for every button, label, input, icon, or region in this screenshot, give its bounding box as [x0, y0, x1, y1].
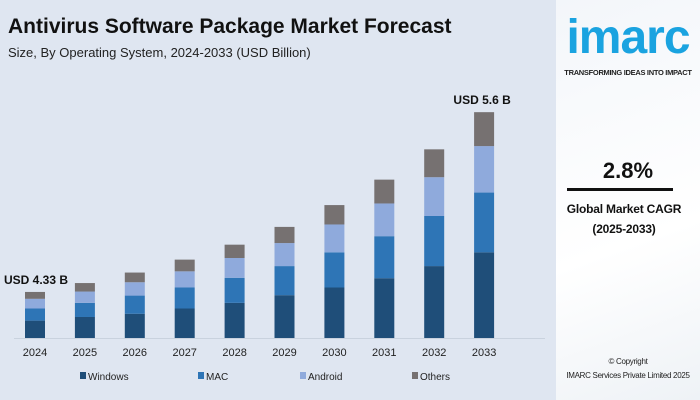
bar-segment-others-2025: [74, 283, 95, 292]
chart-title: Antivirus Software Package Market Foreca…: [8, 15, 452, 38]
copyright: © Copyright: [608, 357, 648, 366]
bar-segment-others-2030: [324, 205, 345, 225]
bar-segment-android-2030: [324, 224, 345, 253]
bar-segment-mac-2028: [224, 277, 245, 303]
stacked-bar-chart: 2024 2025 2026 2027 2028 2029 2030 2031 2032 2033…: [4, 93, 545, 383]
bar-segment-windows-2030: [324, 287, 345, 338]
data-label-2024: USD 4.33 B: [4, 273, 68, 287]
legend-swatch-android: [300, 372, 306, 379]
legend-swatch-mac: [198, 372, 204, 379]
x-tick-label: 2029: [272, 347, 296, 359]
x-tick-label: 2027: [172, 347, 196, 359]
legend-label-windows: Windows: [88, 372, 129, 383]
bar-segment-others-2027: [174, 259, 195, 272]
bar-segment-windows-2029: [274, 295, 295, 338]
x-tick-label: 2026: [123, 347, 147, 359]
legend-label-mac: MAC: [206, 372, 228, 383]
cagr-period: (2025-2033): [592, 222, 656, 236]
chart-subtitle: Size, By Operating System, 2024-2033 (US…: [8, 45, 311, 60]
x-tick-label: 2033: [472, 347, 496, 359]
bar-segment-windows-2033: [474, 252, 495, 338]
x-tick-label: 2025: [73, 347, 97, 359]
bar-segment-windows-2031: [374, 278, 395, 338]
brand-tagline: TRANSFORMING IDEAS INTO IMPACT: [564, 68, 692, 77]
x-tick-label: 2024: [23, 347, 47, 359]
bar-segment-mac-2027: [174, 287, 195, 309]
bar-segment-windows-2024: [25, 320, 45, 338]
bar-segment-android-2029: [274, 243, 295, 267]
bar-segment-android-2024: [25, 298, 45, 309]
chart-panel: Antivirus Software Package Market Foreca…: [0, 0, 556, 400]
bar-segment-android-2027: [174, 271, 195, 288]
bar-segment-windows-2026: [124, 313, 145, 338]
bar-segment-mac-2026: [124, 295, 145, 314]
bar-segment-mac-2030: [324, 252, 345, 288]
bar-segment-mac-2029: [274, 266, 295, 296]
bar-segment-mac-2032: [424, 215, 445, 267]
x-tick-label: 2028: [222, 347, 246, 359]
bar-segment-others-2028: [224, 244, 245, 259]
bar-segment-others-2029: [274, 226, 295, 244]
divider: [567, 188, 673, 191]
bar-segment-windows-2025: [74, 316, 95, 338]
bar-segment-android-2032: [424, 177, 445, 216]
bar-segment-windows-2032: [424, 266, 445, 338]
bar-segment-mac-2033: [474, 192, 495, 253]
bar-segment-windows-2028: [224, 302, 245, 338]
bar-segment-others-2026: [124, 272, 145, 283]
bar-segment-android-2028: [224, 258, 245, 278]
bar-segment-others-2032: [424, 149, 445, 178]
data-label-2033: USD 5.6 B: [453, 93, 511, 107]
bar-segment-windows-2027: [174, 308, 195, 338]
bar-segment-android-2025: [74, 291, 95, 303]
bar-segment-mac-2025: [74, 302, 95, 317]
info-panel: imarc TRANSFORMING IDEAS INTO IMPACT 2.8…: [556, 0, 700, 400]
legend-label-android: Android: [308, 372, 342, 383]
bar-segment-android-2033: [474, 146, 495, 193]
bar-segment-others-2024: [25, 291, 45, 299]
x-tick-label: 2030: [322, 347, 346, 359]
company-name: IMARC Services Private Limited 2025: [566, 371, 690, 380]
bar-segment-android-2026: [124, 282, 145, 296]
legend-label-others: Others: [420, 372, 450, 383]
x-tick-label: 2031: [372, 347, 396, 359]
imarc-logo: imarc: [566, 11, 690, 64]
bar-segment-others-2033: [474, 112, 495, 147]
cagr-label: Global Market CAGR: [566, 202, 682, 216]
x-tick-label: 2032: [422, 347, 446, 359]
bar-segment-android-2031: [374, 203, 395, 237]
legend-swatch-windows: [80, 372, 86, 379]
bar-segment-mac-2024: [25, 308, 45, 321]
legend-swatch-others: [412, 372, 418, 379]
bar-segment-mac-2031: [374, 236, 395, 279]
cagr-value: 2.8%: [602, 158, 654, 183]
bar-segment-others-2031: [374, 179, 395, 204]
